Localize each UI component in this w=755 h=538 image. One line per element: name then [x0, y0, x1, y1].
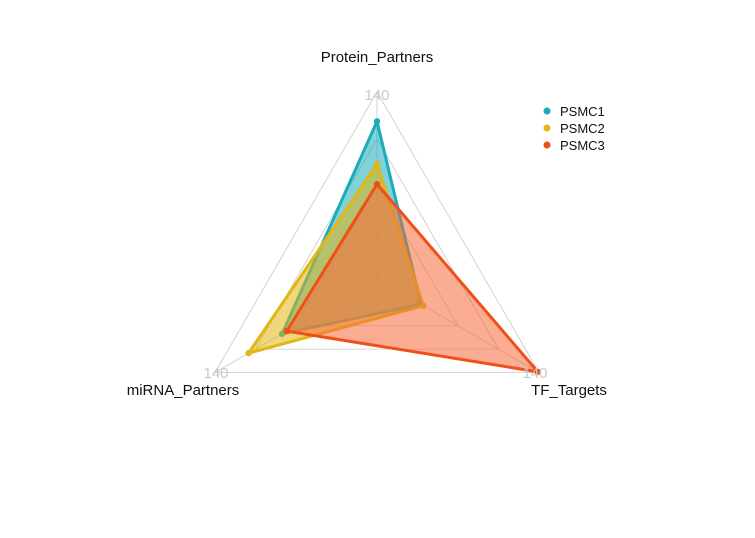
- axis-max-label-tf-targets: 140: [522, 365, 547, 382]
- legend-label-psmc3: PSMC3: [560, 138, 605, 153]
- legend-item-psmc2: PSMC2: [543, 121, 605, 136]
- data-point-psmc2-mirna-partners: [245, 349, 252, 357]
- axis-label-tf-targets: TF_Targets: [531, 382, 607, 399]
- legend-label-psmc2: PSMC2: [560, 121, 605, 136]
- data-point-psmc3-mirna-partners: [283, 327, 290, 335]
- data-point-psmc2-protein-partners: [373, 160, 381, 168]
- legend-item-psmc1: PSMC1: [543, 104, 605, 119]
- axis-label-protein-partners: Protein_Partners: [321, 49, 434, 66]
- legend: PSMC1 PSMC2 PSMC3: [543, 104, 605, 153]
- data-point-psmc3-tf-targets: [534, 368, 541, 376]
- axis-max-label-mirna-partners: 140: [203, 365, 228, 382]
- axis-max-label-protein-partners: 140: [364, 87, 389, 104]
- legend-item-psmc3: PSMC3: [543, 138, 605, 153]
- legend-marker-psmc3: [543, 141, 551, 149]
- data-point-psmc1-protein-partners: [373, 118, 381, 125]
- grid-ring-4: [214, 91, 540, 373]
- legend-marker-psmc2: [543, 124, 551, 132]
- grid-ring-3: [254, 137, 500, 350]
- legend-marker-psmc1: [543, 107, 551, 115]
- axis-label-mirna-partners: miRNA_Partners: [127, 382, 240, 399]
- series-area-psmc3: [285, 182, 540, 374]
- data-point-psmc3-protein-partners: [373, 180, 381, 188]
- series-layer: [245, 118, 541, 376]
- legend-label-psmc1: PSMC1: [560, 104, 605, 119]
